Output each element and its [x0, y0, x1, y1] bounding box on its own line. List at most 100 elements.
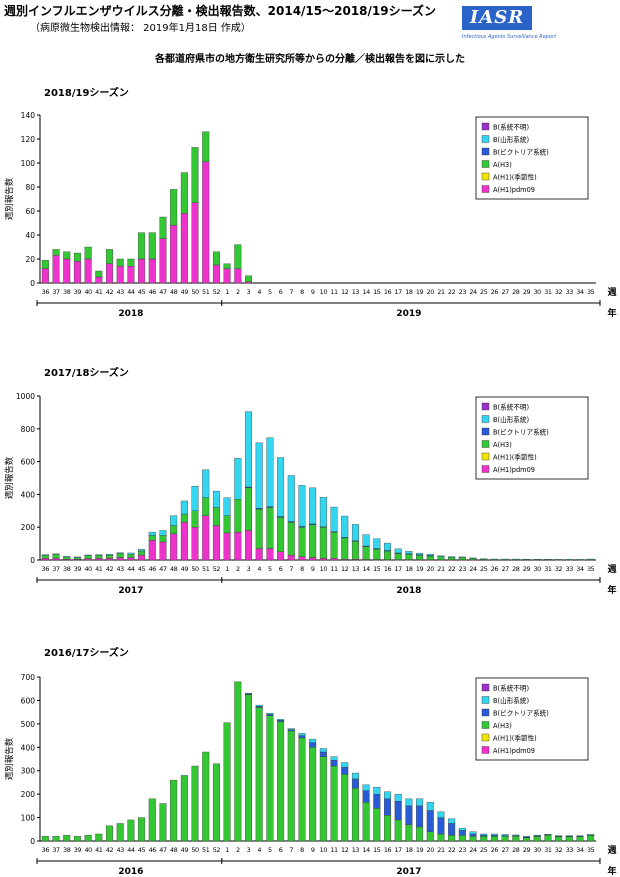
x-tick-label: 39 [74, 846, 82, 854]
x-tick-label: 2 [236, 565, 240, 573]
bar-segment [245, 275, 252, 282]
bar-segment [191, 147, 199, 203]
x-tick-label: 4 [257, 565, 261, 573]
x-tick-label: 8 [300, 846, 304, 854]
bar-segment [234, 681, 242, 842]
bar-segment [212, 525, 220, 561]
bar-segment [148, 258, 156, 284]
y-tick-label: 500 [21, 720, 36, 729]
bar-segment [170, 225, 178, 284]
legend-entry: B(山形系統) [493, 696, 529, 705]
x-tick-label: 27 [501, 288, 509, 296]
bar-segment [234, 531, 242, 561]
chart-title: 2017/18シーズン [44, 366, 129, 379]
bar-segment [458, 557, 466, 561]
x-tick-label: 46 [149, 565, 157, 573]
x-tick-label: 12 [341, 846, 349, 854]
bar-segment [480, 836, 488, 842]
bar-segment [255, 704, 263, 707]
x-tick-label: 50 [191, 846, 199, 854]
bar-segment [52, 553, 60, 555]
bar-segment [458, 827, 466, 831]
page-note: 各都道府県市の地方衛生研究所等からの分離／検出報告を図に示した [155, 54, 465, 65]
x-tick-label: 46 [149, 846, 157, 854]
bar-segment [341, 537, 349, 560]
x-tick-label: 31 [544, 565, 552, 573]
bar-segment [277, 721, 285, 842]
bar-segment [330, 531, 338, 559]
x-tick-label: 39 [74, 565, 82, 573]
x-tick-label: 18 [405, 288, 413, 296]
x-tick-label: 24 [469, 288, 477, 296]
bar-segment [41, 554, 49, 556]
x-tick-label: 6 [279, 288, 283, 296]
bar-segment [458, 830, 466, 836]
bar-segment [159, 530, 167, 536]
x-tick-label: 3 [247, 288, 251, 296]
bar-segment [405, 798, 413, 807]
x-tick-label: 10 [320, 288, 328, 296]
y-tick-label: 600 [21, 458, 36, 467]
bar-segment [180, 775, 188, 842]
bar-segment [170, 515, 178, 526]
bar-segment [116, 823, 124, 842]
bar-segment [159, 216, 167, 239]
bar-segment [138, 550, 146, 556]
year-unit-label: 年 [607, 865, 616, 877]
bar-segment [138, 258, 146, 284]
x-tick-label: 44 [127, 846, 135, 854]
legend-entry: B(ビクトリア系統) [493, 428, 549, 437]
bar-segment [212, 264, 220, 284]
x-tick-label: 24 [469, 565, 477, 573]
x-tick-label: 20 [427, 846, 435, 854]
x-tick-label: 9 [311, 565, 315, 573]
x-tick-label: 25 [480, 846, 488, 854]
x-tick-label: 44 [127, 565, 135, 573]
year-label: 2017 [396, 867, 421, 877]
bar-segment [544, 559, 552, 560]
x-tick-label: 45 [138, 846, 146, 854]
x-tick-label: 4 [257, 846, 261, 854]
bar-segment [180, 513, 188, 523]
iasr-logo-text: IASR [462, 6, 532, 30]
x-tick-label: 16 [384, 288, 392, 296]
bar-segment [170, 189, 178, 226]
bar-segment [202, 515, 210, 561]
x-tick-label: 37 [52, 288, 60, 296]
bar-segment [330, 756, 338, 761]
year-label: 2018 [118, 309, 143, 319]
year-label: 2016 [118, 867, 143, 877]
x-unit-label: 週 [607, 845, 617, 856]
bar-segment [41, 554, 49, 559]
bar-segment [309, 742, 317, 748]
bar-segment [95, 558, 103, 561]
bar-segment [84, 258, 92, 284]
x-tick-label: 4 [257, 288, 261, 296]
x-tick-label: 41 [95, 565, 103, 573]
x-tick-label: 41 [95, 288, 103, 296]
bar-segment [426, 802, 434, 811]
bar-segment [148, 232, 156, 260]
x-tick-label: 51 [202, 846, 210, 854]
legend-entry: A(H3) [493, 441, 512, 449]
bar-segment [234, 268, 242, 284]
bar-segment [116, 553, 124, 558]
bar-segment [255, 706, 263, 708]
y-tick-label: 80 [25, 183, 35, 192]
bar-segment [448, 823, 456, 836]
legend-box [475, 677, 589, 761]
bar-segment [255, 508, 263, 549]
x-tick-label: 24 [469, 846, 477, 854]
bar-segment [127, 258, 135, 267]
legend-entry: B(ビクトリア系統) [493, 148, 549, 157]
bar-segment [298, 735, 306, 739]
iasr-logo: IASR Infectious Agents Surveillance Repo… [462, 6, 612, 44]
x-tick-label: 15 [373, 565, 381, 573]
x-tick-label: 9 [311, 288, 315, 296]
bar-segment [266, 713, 274, 715]
bar-segment [255, 548, 263, 561]
bar-segment [234, 244, 242, 269]
bar-segment [319, 748, 327, 753]
bar-segment [223, 497, 231, 516]
bar-segment [245, 694, 252, 842]
